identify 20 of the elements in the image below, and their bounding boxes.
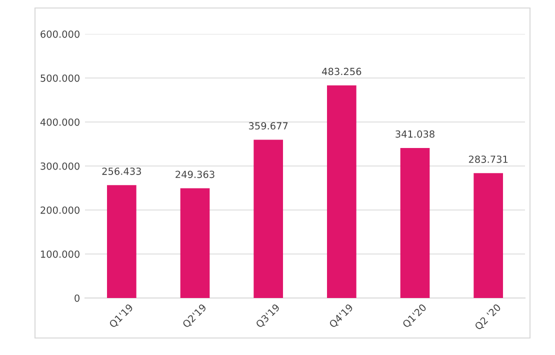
- data-label: 249.363: [176, 170, 214, 178]
- y-tick-label: 400.000: [40, 118, 80, 126]
- x-tick-label: Q2 '20: [474, 303, 502, 332]
- data-label: 341.038: [396, 130, 434, 138]
- y-tick-label: 0: [74, 294, 80, 302]
- y-tick-label: 100.000: [41, 250, 80, 258]
- data-label: 283.731: [468, 156, 508, 163]
- data-label: 483.256: [322, 68, 362, 76]
- y-tick-label: 600.000: [40, 30, 80, 38]
- bar: [400, 148, 430, 298]
- y-tick-label: 200.000: [40, 206, 80, 214]
- data-label: 256.433: [102, 168, 141, 175]
- y-tick-label: 500.000: [40, 74, 80, 82]
- bar: [327, 85, 356, 298]
- bar: [474, 173, 503, 298]
- bar: [180, 188, 210, 298]
- y-tick-label: 300.000: [40, 162, 80, 170]
- bar: [254, 140, 283, 298]
- bar: [107, 185, 136, 298]
- data-label: 359.677: [248, 122, 288, 130]
